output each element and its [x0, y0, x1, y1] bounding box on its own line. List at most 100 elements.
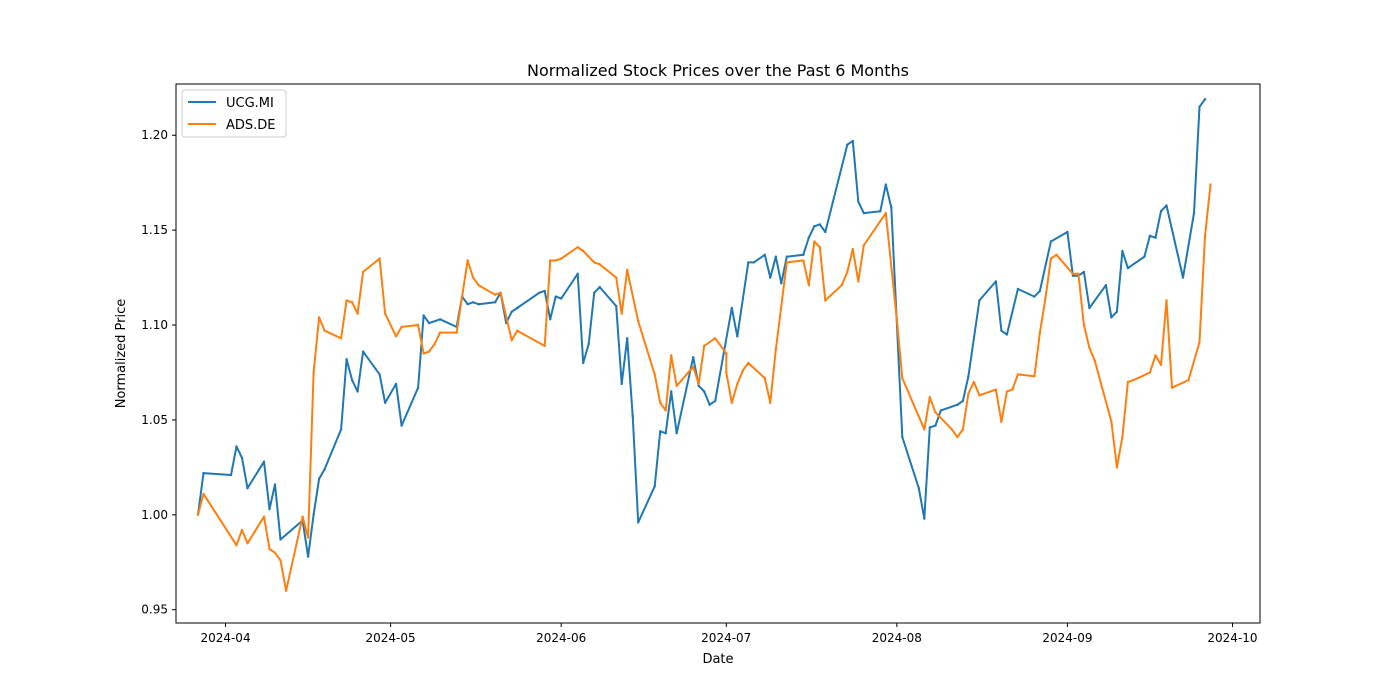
data-point — [1203, 234, 1207, 237]
data-point — [615, 276, 618, 279]
data-point — [923, 517, 926, 520]
data-point — [1000, 420, 1003, 423]
data-point — [637, 320, 640, 323]
y-tick-label: 1.00 — [141, 508, 168, 522]
data-point — [378, 257, 381, 260]
data-point — [818, 246, 821, 249]
data-point — [1011, 388, 1014, 391]
data-point — [1115, 310, 1119, 313]
data-point — [1121, 435, 1124, 439]
data-point — [510, 310, 513, 313]
data-point — [747, 261, 750, 264]
legend-label: ADS.DE — [226, 118, 276, 133]
data-point — [356, 312, 359, 315]
data-point — [813, 240, 816, 243]
data-point — [279, 538, 282, 541]
data-point — [862, 244, 865, 247]
data-point — [273, 483, 277, 486]
data-point — [857, 200, 860, 203]
data-point — [306, 536, 310, 539]
data-point — [736, 382, 739, 386]
data-point — [961, 399, 965, 403]
data-point — [400, 424, 403, 427]
data-point — [554, 295, 557, 298]
data-point — [582, 361, 585, 365]
data-point — [950, 428, 954, 431]
data-point — [196, 513, 200, 516]
x-tick-label: 2024-05 — [366, 631, 416, 645]
data-point — [785, 255, 788, 258]
data-point — [1148, 371, 1152, 374]
data-point — [587, 255, 590, 258]
data-point — [1038, 289, 1042, 293]
data-point — [774, 255, 777, 258]
data-point — [323, 468, 326, 471]
data-point — [1165, 299, 1168, 302]
data-point — [862, 211, 865, 215]
data-point — [284, 589, 288, 592]
data-point — [301, 515, 304, 518]
data-point — [317, 316, 321, 319]
data-point — [427, 350, 431, 353]
data-point — [240, 528, 244, 532]
data-point — [471, 276, 475, 279]
data-point — [1088, 306, 1091, 310]
data-point — [879, 210, 882, 213]
data-point — [1187, 378, 1190, 382]
data-point — [956, 435, 959, 439]
y-tick-label: 1.20 — [141, 128, 168, 142]
data-point — [972, 380, 976, 384]
data-point — [323, 329, 326, 332]
data-point — [1033, 295, 1036, 298]
data-point — [400, 325, 403, 329]
data-point — [576, 272, 579, 275]
data-point — [587, 342, 590, 346]
data-point — [967, 392, 970, 395]
x-tick-label: 2024-07 — [701, 631, 751, 645]
data-point — [246, 542, 249, 545]
data-point — [895, 318, 898, 321]
data-point — [956, 403, 959, 406]
data-point — [433, 342, 436, 346]
data-point — [477, 303, 480, 306]
data-point — [582, 249, 585, 253]
data-point — [961, 428, 965, 431]
data-point — [455, 331, 458, 334]
data-point — [593, 261, 596, 264]
data-point — [824, 230, 827, 234]
data-point — [477, 284, 480, 287]
data-point — [1132, 378, 1135, 382]
data-point — [350, 301, 354, 304]
data-point — [714, 337, 717, 340]
data-point — [994, 388, 998, 391]
series-line — [197, 98, 1206, 558]
data-point — [675, 384, 678, 387]
data-point — [890, 206, 893, 209]
data-point — [345, 299, 348, 302]
data-point — [1121, 249, 1124, 253]
data-point — [1088, 346, 1091, 349]
data-point — [807, 284, 810, 287]
x-axis: 2024-04 2024-05 2024-06 2024-07 2024-08 2024-… — [200, 623, 1258, 645]
data-point — [466, 303, 469, 306]
data-point — [1049, 240, 1053, 243]
y-tick-label: 1.15 — [141, 223, 168, 237]
data-point — [703, 344, 706, 348]
data-point — [785, 261, 788, 264]
data-point — [670, 354, 673, 357]
data-point — [631, 414, 634, 418]
y-tick-label: 1.05 — [141, 413, 168, 427]
data-point — [697, 382, 700, 386]
data-point — [813, 225, 816, 228]
data-point — [664, 409, 667, 412]
data-point — [763, 377, 766, 380]
data-point — [752, 261, 755, 264]
data-point — [394, 335, 398, 338]
data-point — [235, 544, 238, 547]
data-point — [422, 352, 425, 355]
data-point — [978, 394, 981, 397]
data-point — [268, 547, 271, 551]
data-point — [427, 321, 431, 325]
data-point — [747, 361, 750, 365]
data-point — [240, 456, 244, 460]
